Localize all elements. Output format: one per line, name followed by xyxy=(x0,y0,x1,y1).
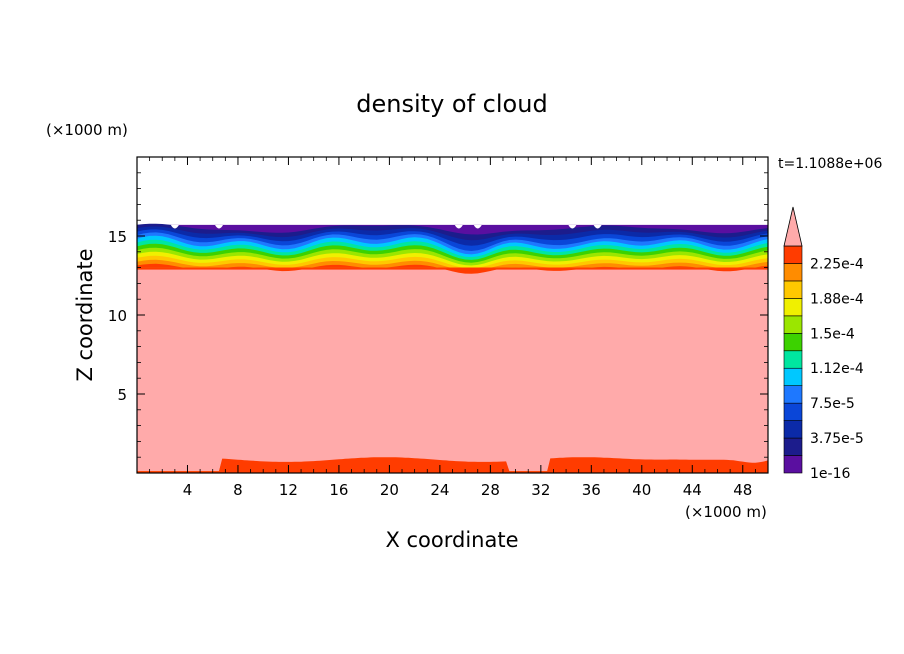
cloud-band-edge xyxy=(137,267,768,270)
time-label: t=1.1088e+06 xyxy=(778,156,882,172)
y-axis-label: Z coordinate xyxy=(73,248,97,381)
cloud-interior xyxy=(137,267,768,473)
colorbar-segment xyxy=(783,245,803,264)
x-tick-label: 28 xyxy=(481,481,500,499)
x-axis-unit: (×1000 m) xyxy=(685,503,767,521)
y-axis-ticks: 5 10 15 xyxy=(108,172,768,458)
cloud-top-notch xyxy=(215,224,224,229)
x-axis-label: X coordinate xyxy=(385,528,518,552)
colorbar-segment xyxy=(783,367,803,386)
y-tick-label: 5 xyxy=(117,386,127,404)
x-tick-label: 36 xyxy=(582,481,601,499)
colorbar-segment xyxy=(783,280,803,299)
y-tick-label: 15 xyxy=(108,228,127,246)
cloud-density-field xyxy=(137,223,768,473)
x-tick-label: 40 xyxy=(632,481,651,499)
colorbar-segment xyxy=(783,420,803,439)
colorbar-label: 1.88e-4 xyxy=(810,291,864,307)
colorbar-label: 1.12e-4 xyxy=(810,361,864,377)
colorbar-over-arrow xyxy=(783,206,803,247)
x-tick-label: 20 xyxy=(380,481,399,499)
x-tick-label: 8 xyxy=(233,481,243,499)
x-tick-label: 16 xyxy=(329,481,348,499)
colorbar-segment xyxy=(783,402,803,421)
colorbar-segment xyxy=(783,455,803,474)
colorbar-segment xyxy=(783,298,803,317)
colorbar-segment xyxy=(783,385,803,404)
colorbar-label: 7.5e-5 xyxy=(810,396,855,412)
cloud-top-notch xyxy=(473,224,482,229)
colorbar-segment xyxy=(783,350,803,369)
colorbar-label: 3.75e-5 xyxy=(810,431,864,447)
colorbar-segment xyxy=(783,437,803,456)
x-tick-label: 24 xyxy=(430,481,449,499)
x-tick-label: 32 xyxy=(531,481,550,499)
chart-title: density of cloud xyxy=(356,90,547,118)
colorbar-segment xyxy=(783,333,803,352)
cloud-top-notch xyxy=(170,224,179,229)
colorbar-segment xyxy=(783,315,803,334)
colorbar: 1e-16 3.75e-5 7.5e-5 1.12e-4 1.5e-4 1.88e-4 2.… xyxy=(783,206,864,482)
cloud-top-notch xyxy=(593,224,602,229)
colorbar-label: 1.5e-4 xyxy=(810,326,855,342)
x-tick-label: 44 xyxy=(683,481,702,499)
cloud-top-notch xyxy=(568,224,577,229)
x-axis-ticks: 4 8 12 16 20 24 28 32 36 40 44 48 xyxy=(149,157,756,499)
x-tick-label: 12 xyxy=(279,481,298,499)
x-tick-label: 4 xyxy=(183,481,193,499)
colorbar-label: 2.25e-4 xyxy=(810,256,864,272)
ground-layer-level-0 xyxy=(137,457,768,473)
colorbar-label: 1e-16 xyxy=(810,466,850,482)
cloud-top-notch xyxy=(454,224,463,229)
y-tick-label: 10 xyxy=(108,307,127,325)
y-axis-unit: (×1000 m) xyxy=(46,121,128,139)
colorbar-segment xyxy=(783,263,803,282)
x-tick-label: 48 xyxy=(733,481,752,499)
